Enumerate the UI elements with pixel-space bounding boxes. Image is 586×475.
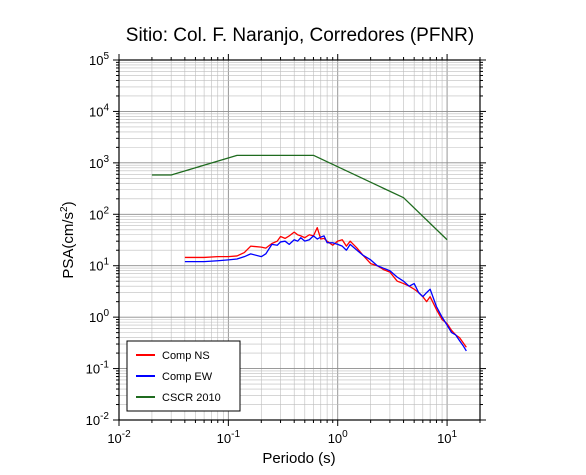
y-tick-label-exponent: 2 [103, 205, 109, 216]
legend-label: CSCR 2010 [162, 392, 221, 404]
legend-label: Comp NS [162, 350, 210, 362]
y-tick-label-exponent: 1 [103, 257, 109, 268]
chart-title: Sitio: Col. F. Naranjo, Corredores (PFNR… [126, 25, 474, 46]
y-tick-label-base: 10 [89, 259, 103, 274]
x-tick-label-exponent: 0 [342, 429, 348, 440]
legend-label: Comp EW [162, 371, 213, 383]
x-tick-label: 100 [328, 429, 348, 446]
series-line-cscr-2010 [151, 154, 448, 241]
x-axis-title: Periodo (s) [262, 450, 335, 467]
y-tick-label: 104 [89, 102, 109, 119]
y-tick-label: 10-1 [86, 360, 110, 377]
y-tick-label: 100 [89, 308, 109, 325]
y-tick-label-base: 10 [89, 310, 103, 325]
y-tick-label-exponent: 5 [103, 51, 109, 62]
y-axis-title-base: PSA(cm/s [60, 212, 77, 279]
series-line-comp-ew [184, 235, 467, 352]
y-axis-title-superscript: 2 [59, 206, 70, 212]
y-tick-label-base: 10 [89, 104, 103, 119]
y-tick-label-base: 10 [86, 413, 100, 428]
y-axis-title-close: ) [60, 201, 77, 206]
plot-area-border [118, 59, 481, 421]
plot-grid [118, 59, 481, 421]
y-tick-label-base: 10 [89, 53, 103, 68]
x-tick-label: 10-1 [217, 429, 241, 446]
x-tick-label-exponent: -1 [231, 429, 240, 440]
y-tick-label: 101 [89, 257, 109, 274]
x-tick-label: 10-2 [107, 429, 131, 446]
y-tick-label: 102 [89, 205, 109, 222]
x-tick-label-exponent: 1 [452, 429, 458, 440]
x-tick-label-base: 10 [437, 431, 451, 446]
x-tick-label-base: 10 [328, 431, 342, 446]
x-tick-label-exponent: -2 [122, 429, 131, 440]
plot-series [151, 154, 467, 352]
plot-frame [113, 54, 486, 426]
y-tick-label-base: 10 [89, 207, 103, 222]
y-axis-title: PSA(cm/s2) [59, 201, 77, 278]
y-tick-label: 10-2 [86, 411, 110, 428]
y-tick-label-exponent: -1 [100, 360, 109, 371]
x-tick-label-base: 10 [217, 431, 231, 446]
y-tick-label: 103 [89, 154, 109, 171]
series-line-comp-ns [184, 226, 467, 348]
y-tick-label-exponent: 4 [103, 102, 109, 113]
y-tick-label-exponent: 3 [103, 154, 109, 165]
x-tick-label: 101 [437, 429, 457, 446]
y-tick-label-base: 10 [86, 362, 100, 377]
legend: Comp NS Comp EW CSCR 2010 [126, 340, 241, 412]
y-tick-label-exponent: -2 [100, 411, 109, 422]
x-tick-label-base: 10 [107, 431, 121, 446]
y-tick-label-base: 10 [89, 156, 103, 171]
y-tick-label: 105 [89, 51, 109, 68]
y-tick-label-exponent: 0 [103, 308, 109, 319]
